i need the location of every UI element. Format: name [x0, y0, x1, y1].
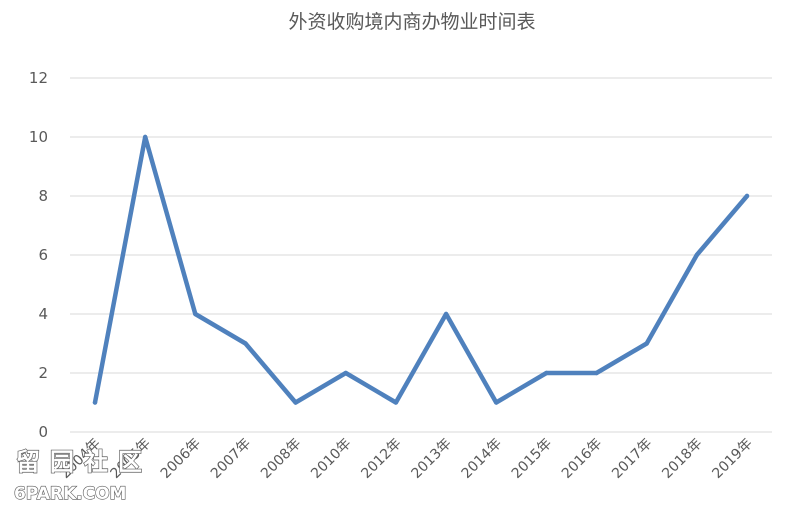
series-line-0 [92, 134, 750, 405]
data-point [142, 134, 148, 140]
y-tick-label: 4 [38, 305, 48, 323]
watermark-chinese: 留园社区 [16, 448, 152, 476]
x-tick-label: 2006年 [158, 436, 204, 482]
x-tick-label: 2007年 [208, 436, 254, 482]
x-tick-label: 2014年 [459, 436, 505, 482]
data-point [694, 252, 700, 258]
x-tick-label: 2008年 [258, 436, 304, 482]
watermark: 留园社区 6PARK.COM [13, 447, 152, 504]
data-point [494, 400, 499, 405]
x-tick-label: 2015年 [509, 436, 555, 482]
x-tick-label: 2012年 [358, 436, 404, 482]
series-layer [92, 134, 750, 405]
x-tick-label: 2010年 [308, 436, 354, 482]
y-tick-label: 12 [29, 69, 48, 87]
y-tick-label: 6 [38, 246, 48, 264]
data-point [193, 311, 198, 317]
y-tick-label: 0 [38, 423, 48, 441]
y-tick-label: 10 [29, 128, 48, 146]
x-axis-ticks: 2004年 2005年 2006年 2007年 2008年 2010年 2012年 2013年… [57, 436, 755, 482]
y-tick-label: 8 [38, 187, 48, 205]
data-point [594, 370, 599, 376]
chart-title: 外资收购境内商办物业时间表 [288, 11, 535, 33]
data-point [92, 400, 98, 405]
gridlines [70, 77, 772, 433]
data-point [744, 193, 750, 199]
x-tick-label: 2016年 [559, 436, 605, 482]
data-point [243, 341, 248, 346]
data-point [393, 400, 399, 405]
data-point [443, 311, 449, 317]
data-point [343, 370, 348, 376]
x-tick-label: 2017年 [609, 436, 655, 482]
data-point [544, 370, 549, 376]
y-tick-label: 2 [38, 364, 48, 382]
x-tick-label: 2018年 [659, 436, 705, 482]
data-point [293, 400, 298, 405]
data-point [644, 341, 649, 346]
watermark-url: 6PARK.COM [14, 484, 126, 504]
x-tick-label: 2019年 [709, 436, 755, 482]
x-tick-label: 2013年 [408, 436, 454, 482]
y-axis-ticks: 0 2 4 6 8 10 12 [29, 69, 48, 441]
